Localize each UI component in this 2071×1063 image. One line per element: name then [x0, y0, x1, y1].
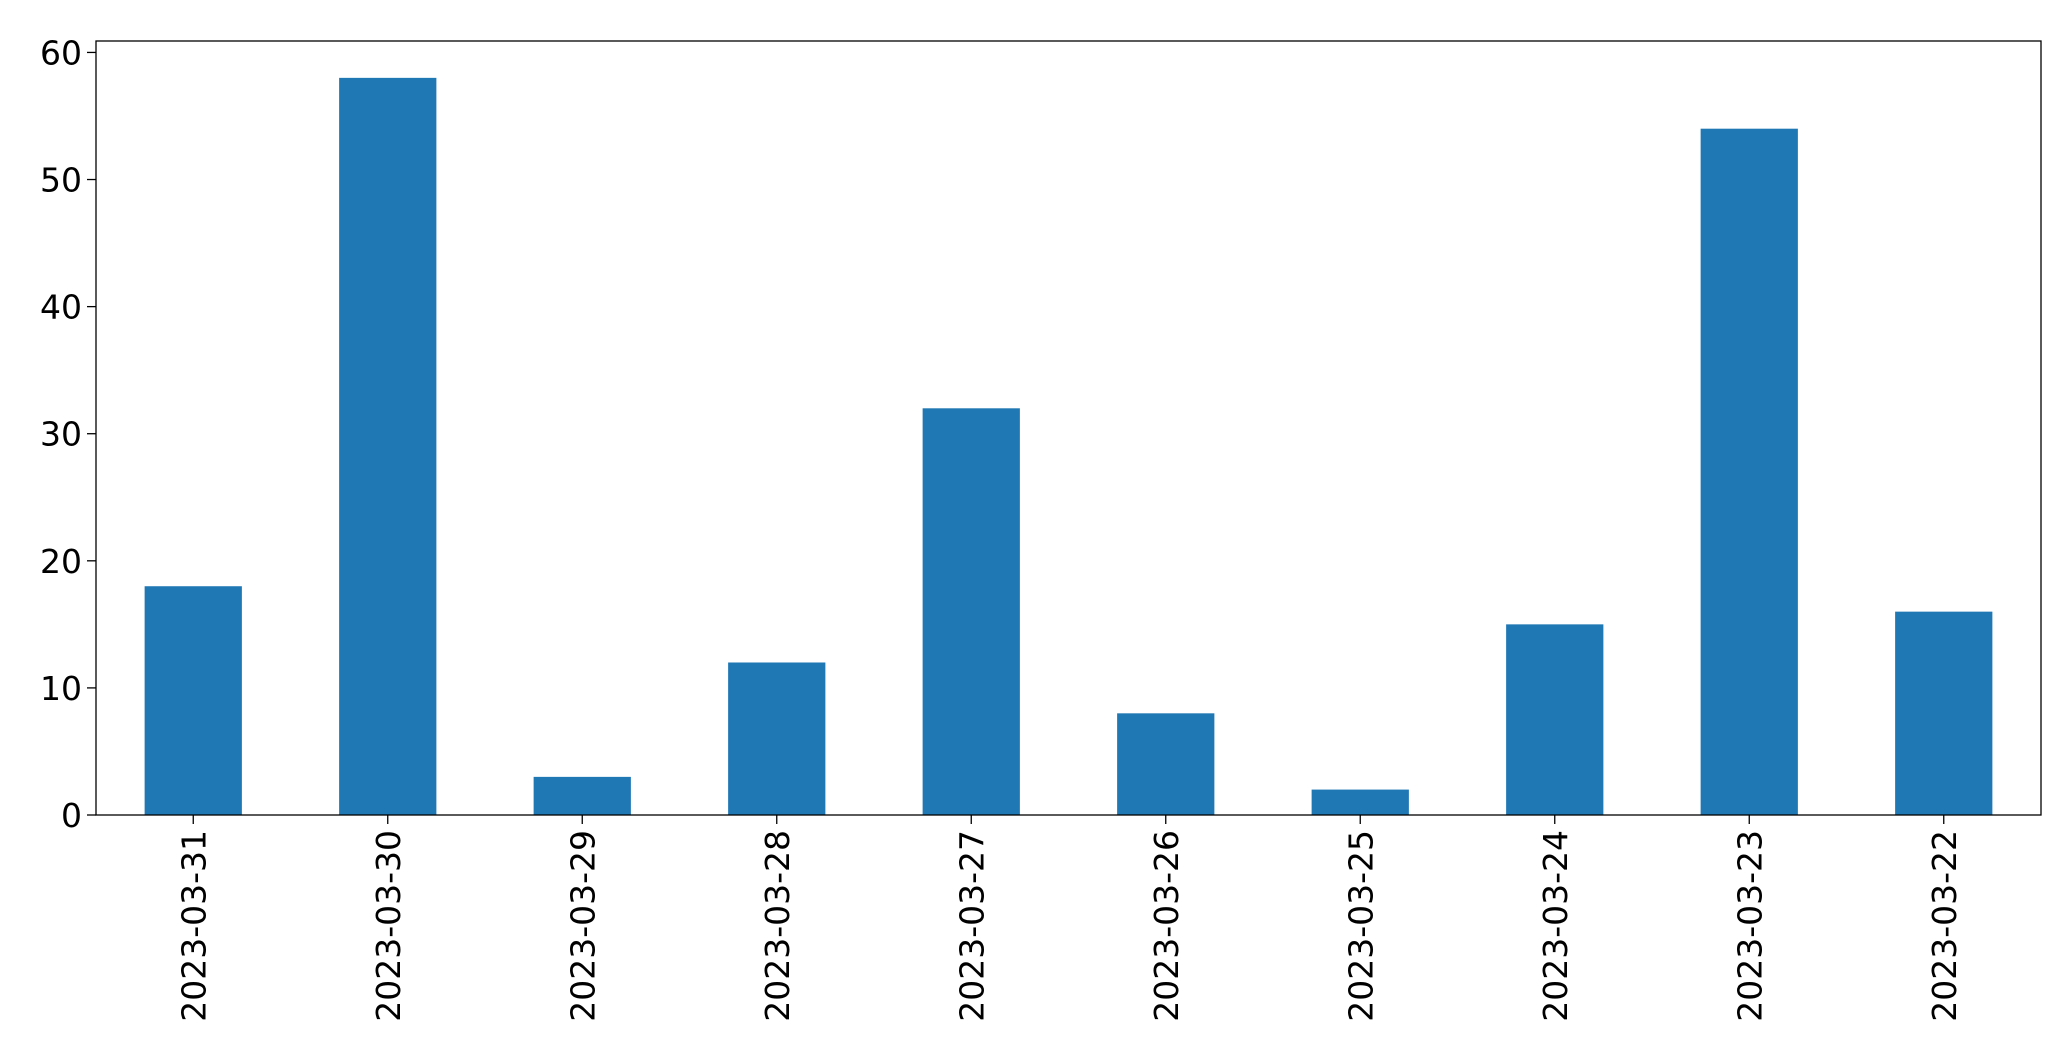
bar — [1700, 128, 1798, 815]
bar — [1117, 713, 1215, 815]
x-tick-label: 2023-03-26 — [1147, 830, 1186, 1022]
y-tick-label: 10 — [40, 669, 82, 708]
bar — [728, 662, 826, 815]
bar — [339, 77, 437, 816]
x-tick-label: 2023-03-31 — [174, 830, 213, 1022]
x-tick-label: 2023-03-27 — [952, 830, 991, 1022]
bar — [1506, 624, 1604, 815]
y-tick-label: 20 — [40, 542, 82, 581]
y-tick-label: 0 — [61, 796, 82, 835]
y-tick-label: 40 — [40, 288, 82, 327]
bar — [922, 408, 1020, 815]
x-tick-label: 2023-03-25 — [1341, 830, 1380, 1022]
x-tick-label: 2023-03-24 — [1536, 830, 1575, 1022]
bar — [533, 776, 631, 815]
x-tick-label: 2023-03-22 — [1925, 830, 1964, 1022]
bar — [1311, 789, 1409, 815]
y-tick-label: 60 — [40, 33, 82, 72]
x-tick-label: 2023-03-23 — [1730, 830, 1769, 1022]
y-tick-label: 50 — [40, 161, 82, 200]
y-tick-label: 30 — [40, 415, 82, 454]
x-tick-label: 2023-03-28 — [758, 830, 797, 1022]
bar — [1895, 611, 1993, 815]
x-tick-label: 2023-03-29 — [563, 830, 602, 1022]
x-tick-label: 2023-03-30 — [369, 830, 408, 1022]
bar — [144, 586, 242, 815]
plot-frame — [95, 40, 2042, 816]
